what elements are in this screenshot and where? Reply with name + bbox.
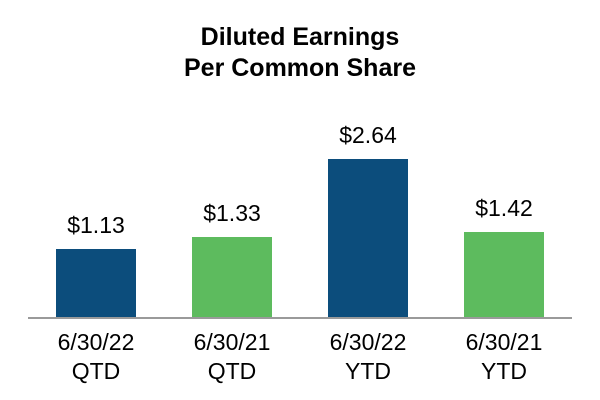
bar-value-label: $1.33 [203, 200, 261, 226]
bar-column: $1.33 [164, 112, 300, 317]
x-axis-category-label: 6/30/22 YTD [300, 328, 436, 386]
x-axis-category-label-line: YTD [481, 357, 527, 384]
bar-value-label: $1.42 [475, 195, 533, 221]
x-axis-category-label: 6/30/22 QTD [28, 328, 164, 386]
x-axis-category-label-line: QTD [71, 357, 121, 384]
bar-column: $1.13 [28, 112, 164, 317]
x-axis-line [28, 317, 572, 319]
plot-area: $1.13 $1.33 $2.64 $1.42 [28, 112, 572, 317]
x-axis-labels: 6/30/22 QTD 6/30/21 QTD 6/30/22 YTD 6/30/21 YTD [28, 328, 572, 386]
x-axis-category-label-line: 6/30/22 [329, 329, 407, 355]
x-axis-category-label-line: QTD [207, 357, 257, 384]
bar [192, 237, 272, 317]
bar [328, 159, 408, 317]
bar-value-label: $1.13 [67, 212, 125, 238]
bar-chart: Diluted Earnings Per Common Share $1.13 $… [0, 22, 600, 400]
chart-title: Diluted Earnings Per Common Share [0, 22, 600, 85]
x-axis-category-label: 6/30/21 YTD [436, 328, 572, 386]
bar [464, 232, 544, 317]
bar [56, 249, 136, 317]
chart-title-line-2: Per Common Share [183, 54, 416, 83]
x-axis-category-label-line: 6/30/21 [193, 329, 271, 355]
bar-value-label: $2.64 [339, 122, 397, 148]
x-axis-category-label: 6/30/21 QTD [164, 328, 300, 386]
x-axis-category-label-line: 6/30/21 [465, 329, 543, 355]
x-axis-category-label-line: YTD [345, 357, 391, 384]
chart-title-line-1: Diluted Earnings [200, 23, 400, 51]
bar-column: $2.64 [300, 112, 436, 317]
x-axis-category-label-line: 6/30/22 [57, 329, 135, 355]
bar-column: $1.42 [436, 112, 572, 317]
